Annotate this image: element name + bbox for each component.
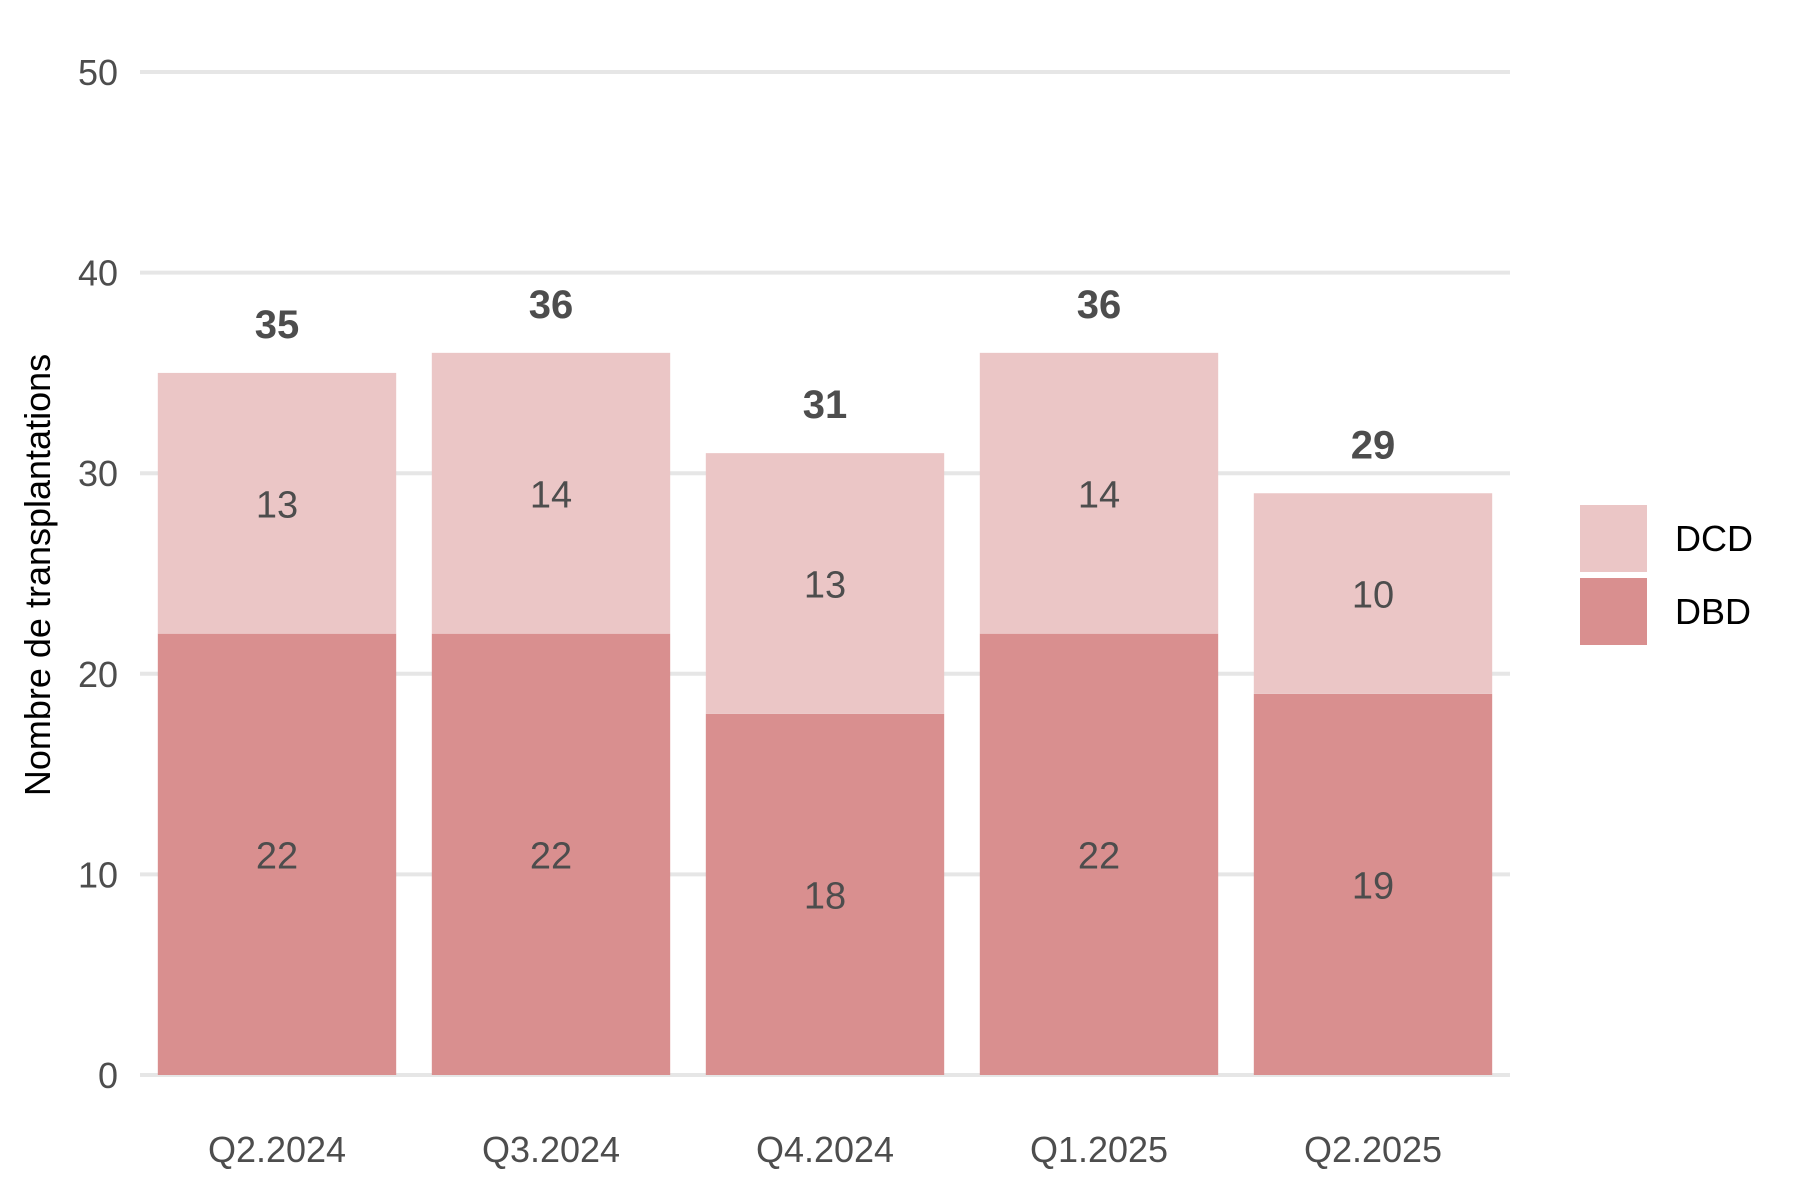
data-label-dbd-Q2.2025: 19: [1352, 865, 1394, 907]
legend-label-dcd: DCD: [1675, 518, 1753, 559]
data-label-dcd-Q2.2025: 10: [1352, 575, 1394, 617]
x-tick-label-Q2.2025: Q2.2025: [1304, 1129, 1442, 1170]
data-label-dbd-Q2.2024: 22: [256, 835, 298, 877]
bar-dbd-Q2.2025: [1253, 693, 1493, 1075]
x-tick-label-Q1.2025: Q1.2025: [1030, 1129, 1168, 1170]
data-label-dbd-Q3.2024: 22: [530, 835, 572, 877]
bar-dcd-Q1.2025: [979, 352, 1219, 634]
y-axis-title: Nombre de transplantations: [17, 354, 58, 796]
data-label-dcd-Q1.2025: 14: [1078, 474, 1120, 516]
total-labels: 35 36 31 36 29: [255, 283, 1396, 467]
x-tick-label-Q4.2024: Q4.2024: [756, 1129, 894, 1170]
legend-label-dbd: DBD: [1675, 591, 1751, 632]
data-label-dcd-Q3.2024: 14: [530, 474, 572, 516]
y-axis-ticks: 0 10 20 30 40 50: [78, 52, 118, 1096]
total-label-Q2.2024: 35: [255, 303, 300, 347]
data-label-dcd-Q4.2024: 13: [804, 565, 846, 607]
total-label-Q2.2025: 29: [1351, 423, 1396, 467]
total-label-Q3.2024: 36: [529, 283, 574, 327]
data-label-dbd-Q1.2025: 22: [1078, 835, 1120, 877]
y-tick-label-40: 40: [78, 253, 118, 294]
legend-swatch-dbd: [1580, 578, 1647, 645]
bar-dcd-Q2.2025: [1253, 493, 1493, 694]
y-tick-label-0: 0: [98, 1055, 118, 1096]
legend-swatch-dcd: [1580, 505, 1647, 572]
bar-dbd-Q4.2024: [705, 713, 945, 1075]
y-tick-label-50: 50: [78, 52, 118, 93]
total-label-Q1.2025: 36: [1077, 283, 1122, 327]
bar-dbd-Q3.2024: [431, 633, 671, 1075]
bar-dcd-Q3.2024: [431, 352, 671, 634]
x-axis-ticks: Q2.2024 Q3.2024 Q4.2024 Q1.2025 Q2.2025: [208, 1129, 1442, 1170]
legend: DCD DBD: [1580, 505, 1753, 645]
bar-dcd-Q4.2024: [705, 453, 945, 714]
data-label-dbd-Q4.2024: 18: [804, 875, 846, 917]
x-tick-label-Q2.2024: Q2.2024: [208, 1129, 346, 1170]
segment-labels: 22 13 22 14 18 13 22 14 19 10: [256, 474, 1394, 917]
y-tick-label-30: 30: [78, 453, 118, 494]
data-label-dcd-Q2.2024: 13: [256, 484, 298, 526]
y-tick-label-20: 20: [78, 654, 118, 695]
bars: [157, 352, 1493, 1075]
y-tick-label-10: 10: [78, 854, 118, 895]
bar-dbd-Q1.2025: [979, 633, 1219, 1075]
total-label-Q4.2024: 31: [803, 383, 848, 427]
bar-dcd-Q2.2024: [157, 372, 397, 634]
bar-dbd-Q2.2024: [157, 633, 397, 1075]
x-tick-label-Q3.2024: Q3.2024: [482, 1129, 620, 1170]
